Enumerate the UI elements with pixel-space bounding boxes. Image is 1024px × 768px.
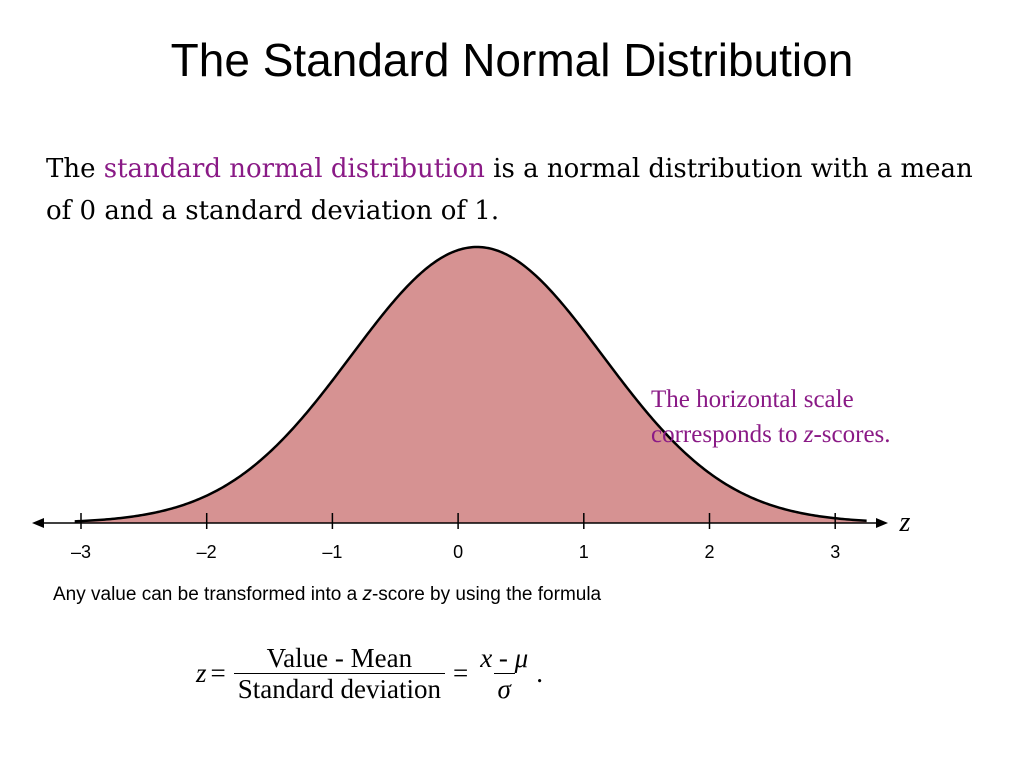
formula-intro-z: z [362, 584, 372, 605]
normal-curve-chart: –3 –2 –1 0 1 2 3 z [32, 245, 911, 562]
curve-line [74, 245, 867, 523]
formula-x: x [480, 642, 493, 673]
z-score-formula: z = Value - Mean Standard deviation = x … [196, 642, 543, 704]
formula-intro-suffix: -score by using the formula [371, 584, 602, 605]
formula-intro-text: Any value can be transformed into a z-sc… [53, 582, 601, 608]
formula-numerator-words: Value - Mean [266, 642, 413, 673]
formula-denominator-symbols: σ [493, 672, 515, 704]
x-tick-label: 0 [453, 542, 463, 562]
slide-title: The Standard Normal Distribution [170, 34, 854, 86]
note-line-1: The horizontal scale [651, 386, 854, 413]
note-line-2: corresponds to z-scores. [651, 417, 991, 452]
formula-sigma: σ [497, 673, 511, 704]
x-tick-label: –1 [322, 542, 342, 562]
note-z-variable: z [803, 421, 814, 448]
formula-mu: μ [514, 642, 529, 673]
x-tick-label: 3 [830, 542, 840, 562]
x-axis-right-arrow [876, 518, 888, 528]
horizontal-scale-note: The horizontal scale corresponds to z-sc… [651, 382, 991, 452]
x-axis-left-arrow [32, 518, 44, 528]
x-axis-label: z [899, 507, 911, 538]
note-line-2-prefix: corresponds to [651, 421, 804, 448]
x-tick-label: 1 [579, 542, 589, 562]
formula-minus: - [492, 642, 515, 673]
x-tick-label: –2 [197, 542, 217, 562]
note-line-2-suffix: -scores. [813, 421, 891, 448]
intro-suffix: is a normal distribution with a mean of … [46, 154, 973, 226]
formula-lhs-z: z [196, 657, 207, 688]
x-tick-label: –3 [71, 542, 91, 562]
formula-equals-2: = [452, 657, 469, 688]
intro-term: standard normal distribution [103, 154, 485, 184]
x-tick-label: 2 [704, 542, 714, 562]
formula-numerator-symbols: x - μ [476, 643, 532, 673]
curve-area [74, 247, 867, 523]
intro-prefix: The [46, 154, 104, 184]
formula-intro-prefix: Any value can be transformed into a [53, 584, 363, 605]
formula-denominator-words: Standard deviation [233, 672, 445, 704]
formula-equals: = [210, 657, 226, 688]
formula-period: . [536, 657, 543, 688]
formula-fraction-symbols: x - μ σ [476, 643, 532, 704]
intro-text: The standard normal distribution is a no… [46, 148, 986, 232]
formula-fraction-words: Value - Mean Standard deviation [233, 642, 445, 704]
